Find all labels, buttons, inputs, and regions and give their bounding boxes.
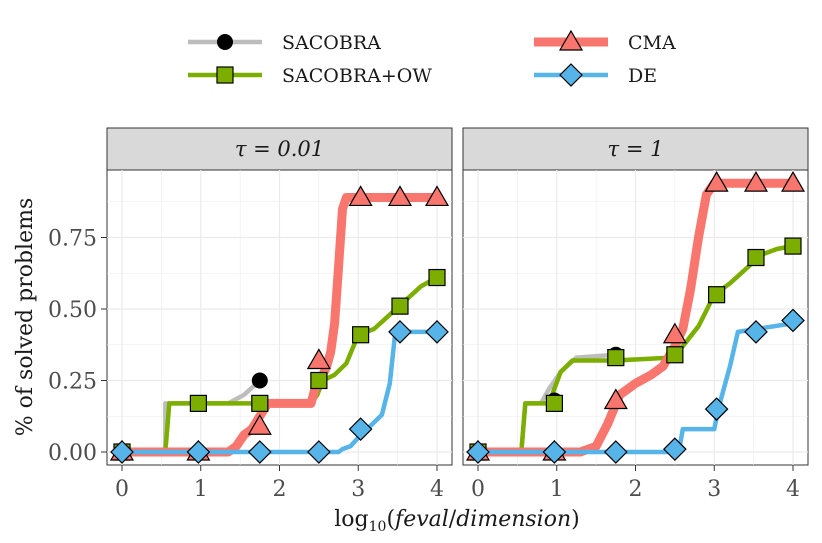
x-tick-label: 0: [471, 477, 485, 502]
panel-tau-1: τ = 1: [462, 127, 809, 466]
marker-de: [247, 440, 272, 464]
marker-cma: [662, 322, 687, 344]
marker-cma: [704, 170, 729, 192]
marker-sacobra-ow: [607, 349, 625, 367]
legend-label-cma: CMA: [628, 32, 676, 54]
marker-cma: [424, 185, 450, 207]
marker-de: [704, 397, 729, 421]
panel-tau-0-01: τ = 0.01: [106, 127, 453, 466]
x-axis-right: 0 1 2 3 4: [471, 465, 800, 502]
x-tick-label: 2: [629, 477, 643, 502]
strip-label: τ = 1: [608, 137, 664, 161]
marker-de: [781, 308, 805, 333]
y-tick-label: 0.75: [48, 227, 97, 252]
y-axis: 0.00 0.25 0.50 0.75: [48, 227, 107, 466]
x-tick-label: 3: [707, 477, 721, 502]
marker-de: [110, 440, 134, 464]
legend-item-cma: CMA: [534, 29, 676, 54]
marker-sacobra-ow: [189, 394, 207, 412]
marker-cma: [387, 185, 413, 207]
marker-sacobra-ow: [251, 394, 269, 412]
series-layer: [465, 170, 806, 464]
marker-cma: [743, 170, 769, 192]
x-tick-label: 0: [115, 477, 129, 502]
legend-item-sacobra: SACOBRA: [188, 32, 381, 54]
marker-cma: [603, 388, 628, 410]
legend-marker-de: [559, 63, 583, 87]
x-tick-label: 4: [786, 477, 800, 502]
marker-sacobra-ow: [352, 326, 370, 344]
y-axis-title: % of solved problems: [13, 198, 38, 437]
marker-cma: [306, 348, 331, 370]
marker-de: [307, 440, 331, 464]
marker-sacobra-ow: [784, 237, 802, 255]
marker-sacobra-ow: [391, 297, 409, 315]
marker-de: [663, 437, 687, 461]
marker-sacobra-ow: [708, 286, 726, 304]
y-tick-label: 0.25: [48, 370, 97, 395]
x-tick-label: 2: [273, 477, 287, 502]
series-layer: [109, 185, 450, 464]
marker-de: [744, 320, 768, 344]
marker-sacobra-ow: [747, 248, 765, 267]
marker-de: [542, 440, 567, 464]
marker-de: [425, 320, 449, 344]
x-tick-label: 1: [194, 477, 208, 502]
legend-marker-cma: [558, 29, 584, 51]
marker-sacobra-ow: [310, 371, 328, 390]
y-tick-label: 0.00: [48, 441, 97, 466]
x-axis-left: 0 1 2 3 4: [115, 465, 444, 502]
y-tick-label: 0.50: [48, 298, 97, 323]
marker-de: [603, 440, 628, 464]
marker-de: [466, 440, 490, 464]
marker-cma: [780, 170, 806, 192]
grid: [107, 170, 452, 465]
strip-background: [462, 127, 809, 171]
x-tick-label: 1: [550, 477, 564, 502]
legend: SACOBRA SACOBRA+OW CMA DE: [188, 29, 676, 87]
marker-cma: [348, 185, 373, 207]
legend-label-de: DE: [628, 65, 657, 87]
marker-sacobra-ow: [666, 346, 684, 364]
x-axis-title: log10(feval/dimension): [334, 507, 579, 535]
series-line-cma: [473, 178, 798, 457]
legend-label-sacobra: SACOBRA: [282, 32, 381, 54]
marker-de: [348, 417, 373, 441]
legend-marker-sacobra: [217, 34, 233, 50]
marker-sacobra-ow: [428, 268, 446, 287]
marker-sacobra-ow: [545, 394, 563, 412]
legend-item-sacobra-ow: SACOBRA+OW: [188, 65, 432, 87]
legend-item-de: DE: [534, 63, 657, 87]
marker-de: [388, 320, 412, 344]
legend-label-sacobra-ow: SACOBRA+OW: [282, 65, 432, 87]
marker-cma: [247, 414, 272, 435]
marker-de: [186, 440, 211, 464]
marker-sacobra: [251, 372, 268, 389]
x-tick-label: 3: [351, 477, 365, 502]
legend-marker-sacobra-ow: [216, 66, 234, 84]
strip-label: τ = 0.01: [235, 137, 324, 161]
x-tick-label: 4: [430, 477, 444, 502]
